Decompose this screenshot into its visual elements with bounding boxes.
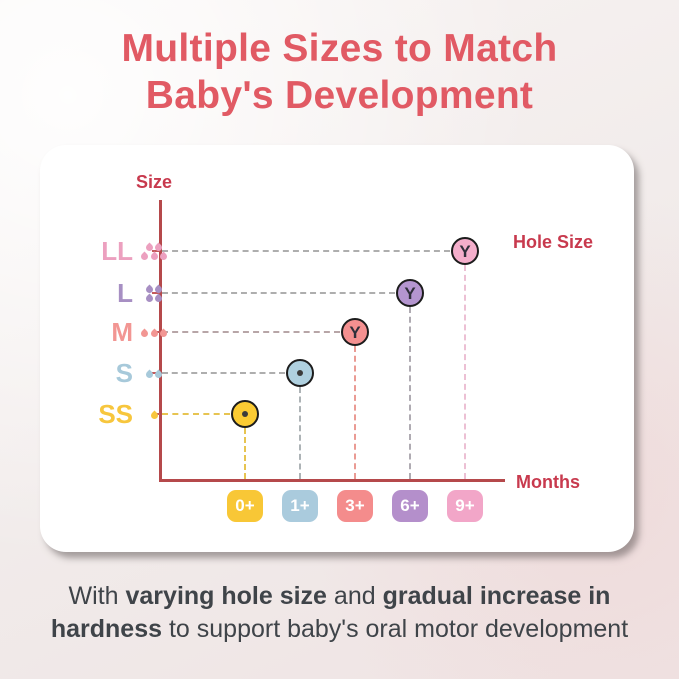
guide-line-h-S xyxy=(162,372,285,374)
x-axis-title: Months xyxy=(516,472,580,492)
caption-bold-varying-hole-size: varying hole size xyxy=(125,582,327,610)
data-point-3plus-M: Y xyxy=(341,318,369,346)
title-line-1: Multiple Sizes to Match xyxy=(121,27,558,70)
flow-drops-2-icon xyxy=(140,369,168,379)
title-line-2: Baby's Development xyxy=(145,73,534,117)
y-label-row-L: L xyxy=(68,276,168,310)
y-label-L: L xyxy=(117,278,133,308)
caption-line-2: hardness to support baby's oral motor de… xyxy=(0,613,679,646)
data-point-6plus-L: Y xyxy=(396,279,424,307)
x-label-9plus: 9+ xyxy=(447,490,483,522)
caption-line-1: With varying hole size and gradual incre… xyxy=(0,580,679,613)
x-label-6plus: 6+ xyxy=(392,490,428,522)
guide-line-v-0plus xyxy=(244,428,246,479)
y-tick-LL xyxy=(152,250,160,252)
y-axis-title: Size xyxy=(136,172,173,192)
guide-line-v-1plus xyxy=(299,387,301,479)
y-label-LL: LL xyxy=(101,236,133,266)
caption-text: and xyxy=(326,582,383,610)
guide-line-v-3plus xyxy=(354,346,356,479)
guide-line-v-9plus xyxy=(464,265,466,479)
page-title: Multiple Sizes to Match Baby's Developme… xyxy=(0,26,679,120)
y-label-SS: SS xyxy=(98,399,133,429)
data-point-1plus-S xyxy=(286,359,314,387)
flow-drops-3-icon xyxy=(139,328,169,338)
flow-drops-1-icon xyxy=(140,410,168,420)
caption-bold-hardness: hardness xyxy=(50,614,163,643)
hole-size-annotation: Hole Size xyxy=(513,232,594,252)
guide-line-h-L xyxy=(162,292,395,294)
y-label-row-M: M xyxy=(68,315,169,349)
flow-drops-5-icon xyxy=(139,242,169,262)
x-label-1plus: 1+ xyxy=(282,490,318,522)
y-label-row-S: S xyxy=(68,356,168,390)
round-hole-icon xyxy=(297,370,303,376)
y-label-M: M xyxy=(111,317,133,347)
round-hole-icon xyxy=(242,411,248,417)
y-cut-hole-icon: Y xyxy=(349,322,361,342)
y-label-row-SS: SS xyxy=(68,397,168,431)
guide-line-h-LL xyxy=(162,250,450,252)
y-cut-hole-icon: Y xyxy=(459,241,471,261)
flow-drops-4-icon xyxy=(140,284,168,304)
chart-card: Size Months Hole Size LL xyxy=(40,145,634,552)
y-tick-L xyxy=(152,292,160,294)
x-label-3plus: 3+ xyxy=(337,490,373,522)
guide-line-h-SS xyxy=(162,413,230,415)
x-label-0plus: 0+ xyxy=(227,490,263,522)
y-label-row-LL: LL xyxy=(68,234,169,268)
caption-text: With xyxy=(68,582,126,610)
data-point-0plus-SS xyxy=(231,400,259,428)
y-axis-line xyxy=(159,200,162,482)
caption-bold-gradual-increase: gradual increase in xyxy=(382,582,611,610)
data-point-9plus-LL: Y xyxy=(451,237,479,265)
caption-text: to support baby's oral motor development xyxy=(162,614,629,643)
guide-line-h-M xyxy=(162,331,340,333)
y-label-S: S xyxy=(115,358,133,388)
x-axis-line xyxy=(159,479,505,482)
caption: With varying hole size and gradual incre… xyxy=(0,580,679,645)
guide-line-v-6plus xyxy=(409,307,411,479)
y-cut-hole-icon: Y xyxy=(404,283,416,303)
